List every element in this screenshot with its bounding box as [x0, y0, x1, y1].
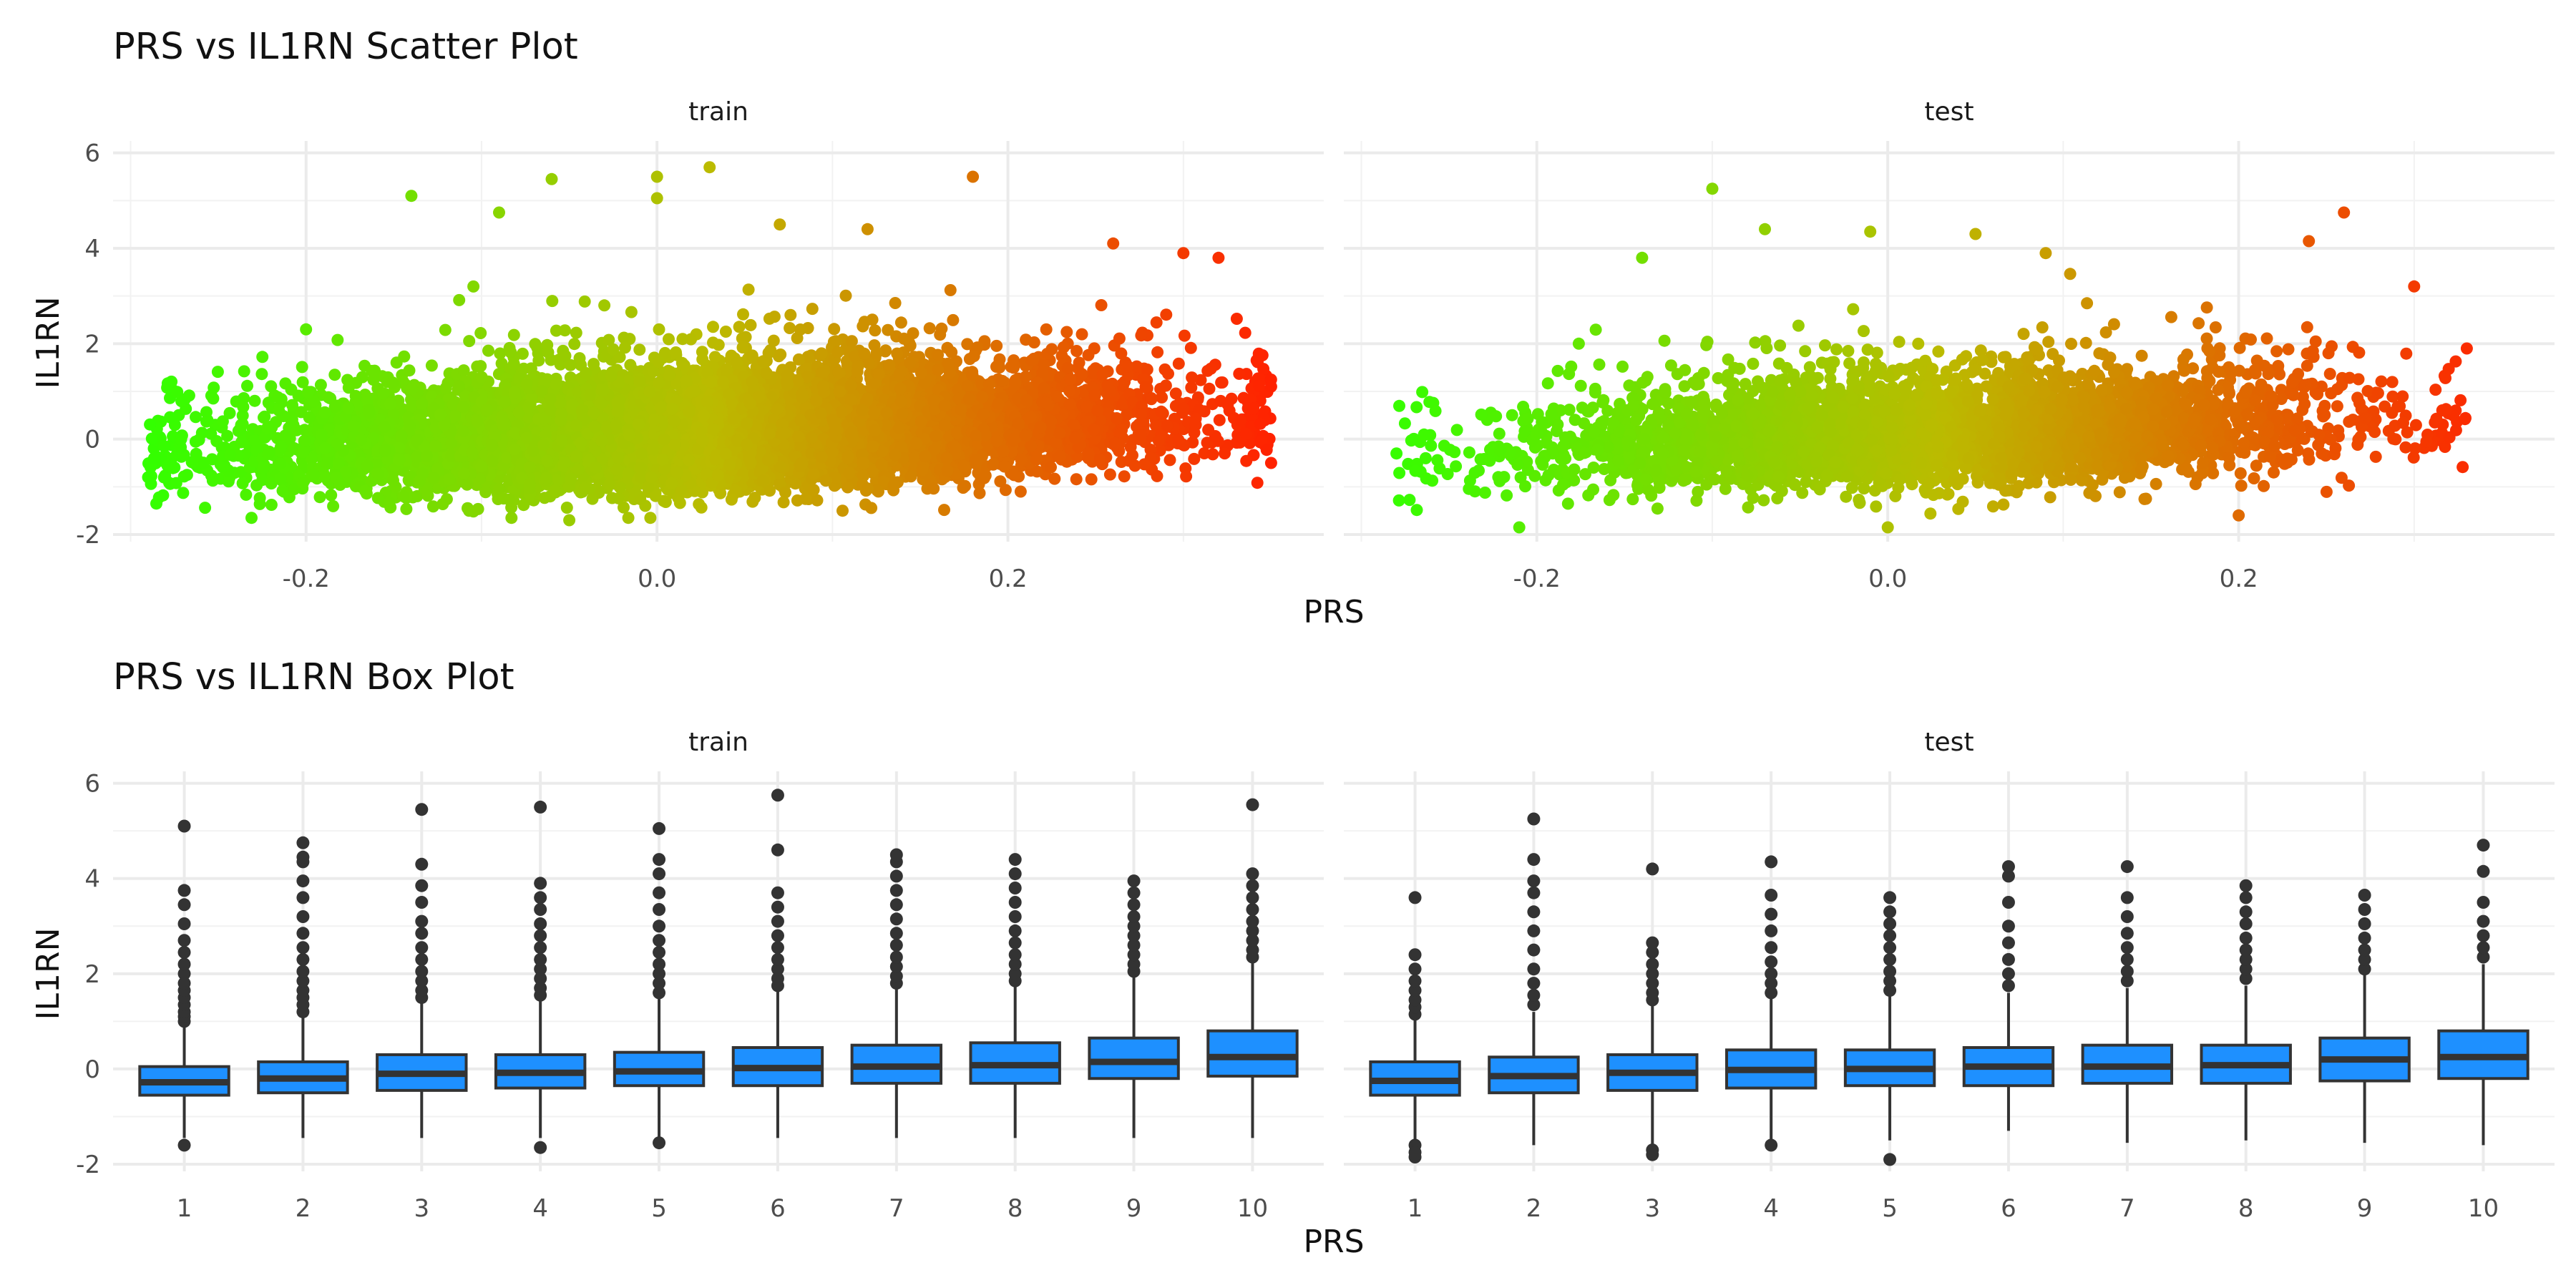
scatter-point [570, 326, 582, 339]
scatter-point [331, 333, 344, 346]
scatter-point [170, 477, 182, 489]
scatter-point [559, 324, 571, 337]
scatter-point [494, 347, 507, 360]
scatter-point [1172, 357, 1185, 370]
scatter-point [1060, 326, 1073, 338]
scatter-point [1219, 447, 1231, 460]
scatter-point [1240, 454, 1253, 467]
scatter-point [894, 316, 907, 329]
scatter-point [177, 487, 190, 499]
scatter-point [314, 379, 327, 391]
scatter-point [811, 494, 824, 507]
scatter-point [190, 411, 202, 424]
scatter-point [1150, 316, 1163, 329]
scatter-point [1257, 363, 1270, 376]
scatter-point [453, 293, 466, 306]
scatter-point [737, 308, 749, 321]
scatter-point [653, 323, 665, 336]
scatter-point [328, 369, 341, 381]
scatter-point [1095, 299, 1108, 311]
scatter-point [472, 502, 484, 515]
scatter-point [1045, 461, 1057, 474]
scatter-point [1230, 313, 1243, 325]
scatter-point [253, 492, 266, 504]
facet-strip-label: train [688, 97, 748, 127]
scatter-point [1178, 329, 1191, 342]
scatter-point [625, 306, 638, 318]
scatter-point [839, 289, 852, 302]
scatter-point [236, 409, 249, 422]
scatter-point [467, 280, 480, 293]
scatter-point [1239, 326, 1252, 339]
scatter-point [236, 477, 249, 489]
scatter-plot-section: PRS vs IL1RN Scatter Plot train -0.2 0.0 0.… [30, 26, 2555, 630]
scatter-point [1151, 469, 1163, 482]
scatter-point [1070, 473, 1083, 486]
scatter-point [495, 357, 508, 370]
scatter-point [507, 328, 520, 341]
scatter-point [425, 359, 438, 372]
scatter-point [199, 502, 212, 514]
scatter-point [644, 512, 657, 525]
scatter-point [400, 502, 413, 515]
scatter-point [739, 331, 752, 343]
scatter-point [923, 322, 936, 335]
scatter-point [325, 489, 338, 502]
x-tick-label: 0.2 [989, 565, 1028, 593]
scatter-point [836, 504, 849, 517]
scatter-point [463, 335, 476, 348]
scatter-point [882, 323, 894, 336]
scatter-point [157, 471, 170, 484]
scatter-point [265, 380, 278, 393]
x-tick-label: -0.2 [283, 565, 330, 593]
scatter-point [733, 321, 746, 333]
scatter-points [142, 161, 1277, 527]
scatter-point [624, 358, 637, 371]
scatter-point [479, 486, 492, 499]
scatter-point [768, 311, 781, 323]
scatter-point [663, 333, 675, 346]
scatter-point [208, 381, 220, 394]
scatter-point [744, 318, 757, 331]
scatter-point [1162, 367, 1174, 380]
scatter-point [248, 394, 261, 407]
scatter-point [1103, 468, 1116, 481]
scatter-point [742, 283, 755, 296]
scatter-point [944, 284, 957, 296]
scatter-point [973, 487, 986, 499]
scatter-point [245, 512, 258, 525]
scatter-point [707, 321, 719, 333]
scatter-point [250, 479, 263, 492]
scatter-point [1057, 341, 1070, 353]
scatter-point [622, 512, 635, 525]
scatter-plot-title: PRS vs IL1RN Scatter Plot [113, 26, 578, 68]
scatter-point [296, 361, 308, 374]
scatter-point [633, 343, 646, 356]
scatter-point [474, 360, 487, 373]
scatter-point [708, 351, 721, 364]
scatter-point [1163, 454, 1176, 467]
scatter-point [1201, 364, 1214, 377]
scatter-point [504, 346, 517, 358]
scatter-point [938, 504, 950, 517]
scatter-point [1203, 382, 1216, 395]
scatter-point [1151, 346, 1164, 358]
x-tick-label: 0.0 [638, 565, 676, 593]
scatter-point [1160, 308, 1173, 321]
scatter-point [207, 392, 220, 405]
scatter-point [806, 303, 819, 316]
scatter-point [1070, 345, 1083, 357]
scatter-point [568, 338, 581, 351]
